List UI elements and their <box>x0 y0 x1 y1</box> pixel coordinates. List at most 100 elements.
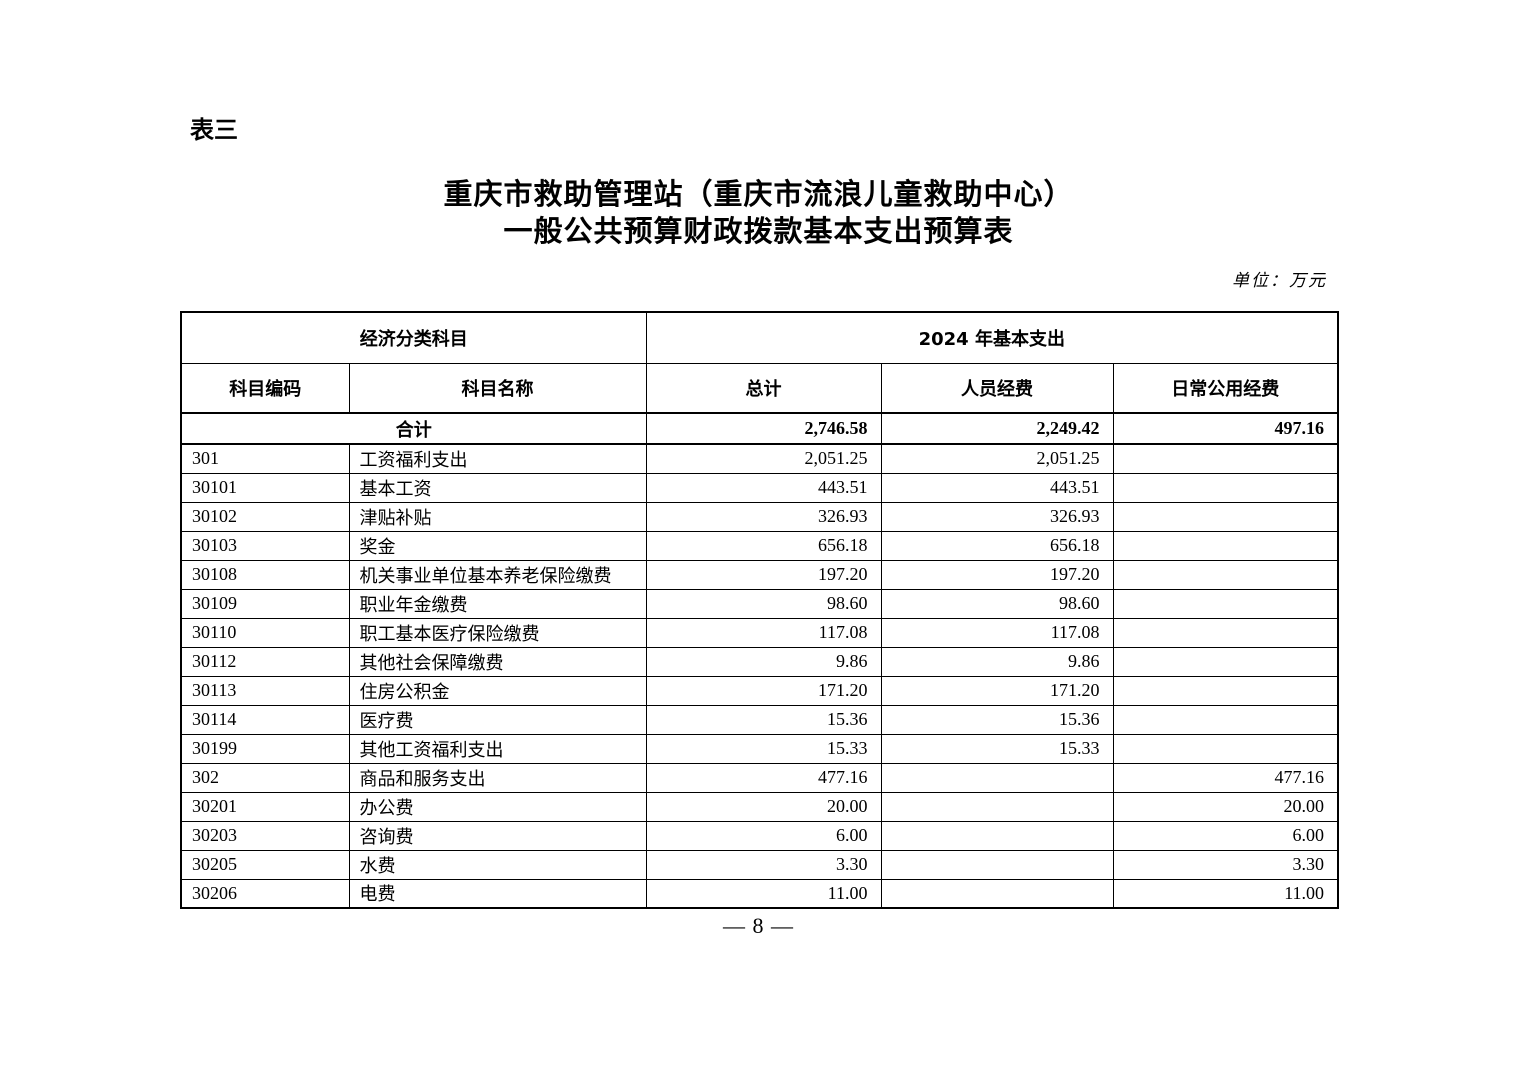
total-cell: 326.93 <box>645 501 882 532</box>
public-cell <box>1112 617 1339 648</box>
table-row: 30110 职工基本医疗保险缴费 117.08 117.08 <box>180 617 1339 648</box>
personnel-cell: 443.51 <box>880 472 1114 503</box>
name-cell: 咨询费 <box>348 820 647 851</box>
personnel-cell: 9.86 <box>880 646 1114 677</box>
code-cell: 30206 <box>180 878 350 909</box>
document-title-line1: 重庆市救助管理站（重庆市流浪儿童救助中心） <box>443 179 1074 211</box>
public-cell: 20.00 <box>1112 791 1339 822</box>
public-cell: 6.00 <box>1112 820 1339 851</box>
code-cell: 301 <box>180 443 350 474</box>
total-cell: 3.30 <box>645 849 882 880</box>
total-cell: 98.60 <box>645 588 882 619</box>
name-cell: 商品和服务支出 <box>348 762 647 793</box>
personnel-cell: 117.08 <box>880 617 1114 648</box>
personnel-cell: 656.18 <box>880 530 1114 561</box>
public-cell: 3.30 <box>1112 849 1339 880</box>
personnel-cell: 326.93 <box>880 501 1114 532</box>
code-cell: 30102 <box>180 501 350 532</box>
personnel-cell <box>880 878 1114 909</box>
public-cell <box>1112 501 1339 532</box>
code-cell: 30109 <box>180 588 350 619</box>
page-number: — 8 — <box>723 913 794 938</box>
table-row: 30113 住房公积金 171.20 171.20 <box>180 675 1339 706</box>
personnel-cell <box>880 820 1114 851</box>
personnel-cell: 15.33 <box>880 733 1114 764</box>
table-row: 30108 机关事业单位基本养老保险缴费 197.20 197.20 <box>180 559 1339 590</box>
code-cell: 302 <box>180 762 350 793</box>
personnel-cell <box>880 791 1114 822</box>
name-cell: 住房公积金 <box>348 675 647 706</box>
code-cell: 30203 <box>180 820 350 851</box>
public-cell <box>1112 733 1339 764</box>
table-header: 经济分类科目 2024 年基本支出 科目编码 科目名称 总计 人员经费 日常公用… <box>180 311 1339 414</box>
public-cell <box>1112 646 1339 677</box>
personnel-cell <box>880 762 1114 793</box>
code-cell: 30108 <box>180 559 350 590</box>
code-cell: 30201 <box>180 791 350 822</box>
total-cell: 443.51 <box>645 472 882 503</box>
public-cell <box>1112 704 1339 735</box>
code-cell: 30113 <box>180 675 350 706</box>
total-row-personnel: 2,249.42 <box>880 412 1114 445</box>
header-2024-basic-expenditure: 2024 年基本支出 <box>645 311 1339 364</box>
total-cell: 117.08 <box>645 617 882 648</box>
table-row: 302 商品和服务支出 477.16 477.16 <box>180 762 1339 793</box>
header-personnel-funds: 人员经费 <box>880 362 1114 414</box>
personnel-cell: 171.20 <box>880 675 1114 706</box>
total-row-label: 合计 <box>180 412 647 445</box>
code-cell: 30112 <box>180 646 350 677</box>
table-row: 30112 其他社会保障缴费 9.86 9.86 <box>180 646 1339 677</box>
table-row: 30101 基本工资 443.51 443.51 <box>180 472 1339 503</box>
total-cell: 197.20 <box>645 559 882 590</box>
public-cell <box>1112 675 1339 706</box>
table-row: 30205 水费 3.30 3.30 <box>180 849 1339 880</box>
total-cell: 656.18 <box>645 530 882 561</box>
table-row: 30203 咨询费 6.00 6.00 <box>180 820 1339 851</box>
total-cell: 15.33 <box>645 733 882 764</box>
public-cell: 11.00 <box>1112 878 1339 909</box>
table-row: 301 工资福利支出 2,051.25 2,051.25 <box>180 443 1339 474</box>
personnel-cell <box>880 849 1114 880</box>
public-cell <box>1112 472 1339 503</box>
group-header-row: 经济分类科目 2024 年基本支出 <box>180 311 1339 364</box>
total-row-public: 497.16 <box>1112 412 1339 445</box>
total-cell: 477.16 <box>645 762 882 793</box>
personnel-cell: 197.20 <box>880 559 1114 590</box>
unit-label: 单位：万元 <box>1232 271 1327 290</box>
name-cell: 基本工资 <box>348 472 647 503</box>
name-cell: 津贴补贴 <box>348 501 647 532</box>
code-cell: 30205 <box>180 849 350 880</box>
table-body-rows: 合计 2,746.58 2,249.42 497.16 301 工资福利支出 2,0… <box>180 412 1339 909</box>
header-economic-classification: 经济分类科目 <box>180 311 647 364</box>
public-cell <box>1112 530 1339 561</box>
document-title: 重庆市救助管理站（重庆市流浪儿童救助中心） 一般公共预算财政拨款基本支出预算表 <box>180 177 1337 251</box>
name-cell: 工资福利支出 <box>348 443 647 474</box>
total-cell: 15.36 <box>645 704 882 735</box>
table-label: 表三 <box>190 116 238 144</box>
name-cell: 办公费 <box>348 791 647 822</box>
column-header-row: 科目编码 科目名称 总计 人员经费 日常公用经费 <box>180 362 1339 414</box>
name-cell: 水费 <box>348 849 647 880</box>
name-cell: 其他社会保障缴费 <box>348 646 647 677</box>
code-cell: 30101 <box>180 472 350 503</box>
personnel-cell: 15.36 <box>880 704 1114 735</box>
total-row-total: 2,746.58 <box>645 412 882 445</box>
table-row: 30199 其他工资福利支出 15.33 15.33 <box>180 733 1339 764</box>
name-cell: 电费 <box>348 878 647 909</box>
header-daily-public-funds: 日常公用经费 <box>1112 362 1339 414</box>
name-cell: 其他工资福利支出 <box>348 733 647 764</box>
personnel-cell: 98.60 <box>880 588 1114 619</box>
code-cell: 30103 <box>180 530 350 561</box>
total-cell: 171.20 <box>645 675 882 706</box>
code-cell: 30110 <box>180 617 350 648</box>
code-cell: 30114 <box>180 704 350 735</box>
name-cell: 职工基本医疗保险缴费 <box>348 617 647 648</box>
document-title-line2: 一般公共预算财政拨款基本支出预算表 <box>503 216 1014 248</box>
header-total: 总计 <box>645 362 882 414</box>
table-row: 30102 津贴补贴 326.93 326.93 <box>180 501 1339 532</box>
code-cell: 30199 <box>180 733 350 764</box>
total-cell: 20.00 <box>645 791 882 822</box>
header-subject-name: 科目名称 <box>348 362 647 414</box>
table-row: 30206 电费 11.00 11.00 <box>180 878 1339 909</box>
